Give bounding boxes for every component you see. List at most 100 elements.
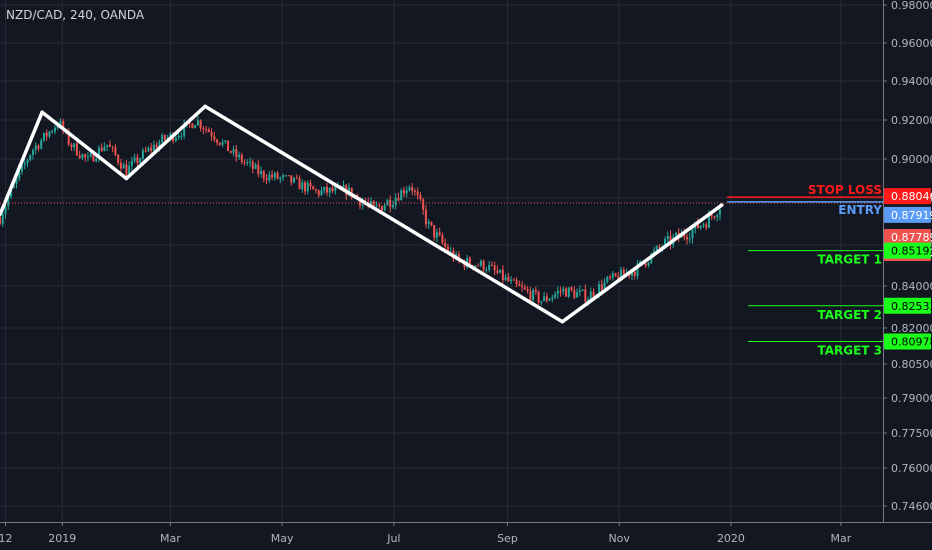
candle-body bbox=[405, 190, 408, 194]
candle-body bbox=[34, 145, 37, 151]
candle-body bbox=[53, 127, 56, 132]
candle-body bbox=[510, 279, 513, 282]
candle-body bbox=[551, 297, 554, 300]
candle-body bbox=[389, 199, 392, 208]
candle-body bbox=[95, 158, 98, 162]
candle-body bbox=[438, 232, 441, 236]
candle-body bbox=[565, 288, 568, 297]
candle-body bbox=[207, 129, 210, 133]
candle-body bbox=[251, 161, 254, 169]
candle-body bbox=[644, 263, 647, 266]
candle-body bbox=[7, 196, 10, 207]
time-tick-label: Mar bbox=[160, 532, 181, 545]
candle-body bbox=[554, 293, 557, 298]
candle-body bbox=[427, 221, 430, 225]
candle-body bbox=[271, 174, 274, 178]
candle-body bbox=[108, 144, 111, 147]
candle-body bbox=[587, 299, 590, 302]
candle-body bbox=[29, 155, 32, 161]
symbol-title: NZD/CAD, 240, OANDA bbox=[6, 8, 145, 22]
candle-body bbox=[631, 271, 634, 276]
candle-body bbox=[408, 187, 411, 191]
candle-body bbox=[457, 253, 460, 261]
candle-body bbox=[243, 162, 246, 164]
candle-body bbox=[309, 182, 312, 187]
candle-body bbox=[221, 141, 224, 145]
target-price-tag: 0.85192 bbox=[891, 245, 932, 258]
candle-body bbox=[540, 301, 543, 303]
candle-body bbox=[361, 201, 364, 206]
target-price-tag-bg bbox=[884, 297, 931, 314]
price-tick-label: 0.79000 bbox=[891, 392, 932, 405]
candle-body bbox=[59, 121, 62, 127]
candle-body bbox=[499, 269, 502, 273]
price-tick-label: 0.82000 bbox=[891, 322, 932, 335]
price-tick-label: 0.84000 bbox=[891, 280, 932, 293]
candle-body bbox=[718, 209, 721, 215]
candle-body bbox=[633, 271, 636, 276]
candle-body bbox=[48, 131, 51, 137]
candle-body bbox=[86, 156, 89, 158]
candle-body bbox=[128, 165, 131, 176]
candle-body bbox=[20, 164, 23, 172]
candle-body bbox=[504, 276, 507, 281]
candle-body bbox=[18, 171, 21, 179]
candle-body bbox=[42, 132, 45, 141]
candle-body bbox=[521, 286, 524, 288]
candle-body bbox=[328, 187, 331, 193]
candle-body bbox=[512, 279, 515, 281]
candle-body bbox=[84, 154, 87, 158]
candle-body bbox=[210, 132, 213, 137]
candle-body bbox=[548, 299, 551, 301]
candle-body bbox=[254, 164, 257, 169]
candle-body bbox=[205, 129, 208, 131]
candle-body bbox=[133, 157, 136, 161]
target-label: TARGET 1 bbox=[817, 253, 882, 267]
candle-body bbox=[545, 296, 548, 301]
candle-body bbox=[262, 171, 265, 179]
entry-price-tag: 0.87919 bbox=[891, 209, 932, 222]
candle-body bbox=[1, 214, 4, 224]
candle-body bbox=[180, 135, 183, 137]
candle-body bbox=[334, 186, 337, 192]
pattern-line bbox=[124, 104, 207, 181]
candle-body bbox=[152, 144, 155, 151]
target-label: TARGET 2 bbox=[817, 308, 882, 322]
time-tick-label: 2020 bbox=[717, 532, 745, 545]
candle-body bbox=[620, 269, 623, 281]
candle-body bbox=[194, 125, 197, 129]
candle-body bbox=[422, 199, 425, 210]
candle-body bbox=[350, 187, 353, 198]
candle-body bbox=[493, 265, 496, 271]
candle-body bbox=[51, 131, 54, 133]
candle-body bbox=[507, 276, 510, 282]
candle-body bbox=[75, 143, 78, 156]
candle-body bbox=[111, 146, 114, 148]
candle-body bbox=[655, 246, 658, 251]
candle-body bbox=[578, 290, 581, 293]
candle-body bbox=[416, 191, 419, 196]
current-price-tag: 0.87789 bbox=[891, 231, 932, 244]
candle-body bbox=[369, 201, 372, 204]
candle-body bbox=[419, 195, 422, 200]
candle-body bbox=[424, 209, 427, 225]
candle-body bbox=[394, 197, 397, 205]
target-price-tag-bg bbox=[884, 242, 931, 259]
target-price-tag: 0.80978 bbox=[891, 336, 932, 349]
pattern-line bbox=[203, 104, 565, 324]
candle-body bbox=[606, 276, 609, 282]
candle-body bbox=[67, 131, 70, 145]
candle-body bbox=[556, 291, 559, 294]
candle-body bbox=[705, 224, 708, 228]
price-tick-label: 0.98000 bbox=[891, 0, 932, 12]
candle-body bbox=[202, 128, 205, 130]
candle-body bbox=[501, 269, 504, 281]
candle-body bbox=[713, 216, 716, 218]
candle-body bbox=[177, 136, 180, 138]
price-levels: STOP LOSS ENTRY TARGET 1 TARGET 2 TARGET 3 bbox=[0, 183, 883, 358]
candle-body bbox=[257, 164, 260, 174]
candle-body bbox=[9, 188, 12, 197]
candle-body bbox=[688, 238, 691, 240]
